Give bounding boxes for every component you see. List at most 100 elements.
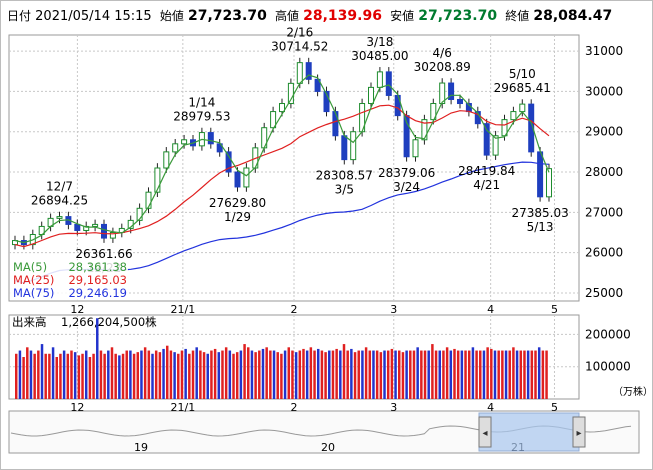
month-label: 21/1	[170, 303, 195, 316]
volume-bar	[460, 350, 464, 399]
candle-body	[56, 216, 63, 219]
volume-bar	[81, 353, 84, 399]
candle-body	[287, 82, 294, 105]
price-tick-label: 30000	[585, 84, 623, 98]
volume-bar	[467, 350, 471, 399]
volume-bar	[224, 347, 228, 399]
annotation-date: 3/18	[366, 35, 393, 49]
volume-bar	[283, 350, 287, 399]
candle-body	[92, 223, 99, 227]
volume-bar	[438, 350, 441, 399]
volume-bar	[213, 348, 217, 399]
volume-bar	[291, 350, 294, 399]
volume-bar	[136, 352, 140, 399]
annotation-value: 28979.53	[173, 110, 230, 124]
volume-bar	[177, 353, 180, 399]
ma-legend-value: 29,165.03	[68, 273, 127, 287]
volume-unit: （万株）	[613, 385, 652, 398]
annotation-value: 30208.89	[414, 60, 471, 74]
volume-bar	[353, 352, 357, 399]
volume-bar	[361, 350, 364, 399]
volume-bar	[173, 352, 176, 399]
candle-body	[537, 151, 544, 198]
annotation-date: 2/16	[286, 26, 313, 40]
month-label: 4	[487, 303, 494, 316]
annotation-value: 26361.66	[75, 247, 132, 261]
volume-bar	[70, 350, 73, 399]
low-label: 安値	[390, 9, 415, 23]
volume-bar	[372, 350, 375, 399]
volume-bar	[228, 350, 232, 399]
candle-body	[109, 231, 116, 239]
annotation-value: 26894.25	[31, 194, 88, 208]
volume-bar	[504, 350, 508, 399]
volume-bar	[169, 350, 173, 399]
volume-bar	[412, 350, 416, 399]
right-arrow-icon: ▸	[576, 428, 581, 439]
month-label: 2	[291, 401, 298, 414]
candle-body	[181, 139, 188, 145]
volume-bar	[464, 350, 467, 399]
ma-legend-value: 29,246.19	[68, 286, 127, 300]
volume-bar	[449, 350, 453, 399]
volume-bar	[280, 353, 283, 399]
navigator-left-handle	[478, 416, 492, 448]
volume-bar	[335, 348, 338, 399]
volume-bar	[364, 347, 368, 399]
volume-bar	[151, 353, 154, 399]
volume-bar	[199, 350, 202, 399]
volume-bar	[287, 347, 291, 399]
ma25-line	[14, 104, 550, 248]
volume-bar	[195, 347, 198, 399]
candle-body	[439, 82, 446, 105]
volume-bar	[475, 350, 478, 399]
volume-bar	[37, 350, 40, 399]
ma-legend-name: MA(75)	[13, 286, 54, 300]
price-tick-label: 27000	[585, 205, 623, 219]
candle-body	[154, 167, 161, 193]
volume-label: 出来高	[12, 315, 47, 329]
volume-bar	[191, 350, 195, 399]
volume-bar	[107, 350, 110, 399]
volume-bar	[339, 350, 342, 399]
volume-bar	[110, 347, 114, 399]
candle-body	[83, 225, 90, 231]
volume-bar	[96, 318, 99, 399]
volume-bar	[217, 352, 221, 399]
annotation-value: 27385.03	[511, 206, 568, 220]
volume-bar	[445, 347, 449, 399]
volume-bar	[368, 350, 372, 399]
annotation-value: 30714.52	[271, 40, 328, 54]
volume-bar	[235, 352, 239, 399]
candle-body	[323, 90, 330, 113]
candle-body	[457, 98, 463, 105]
price-tick-label: 25000	[585, 286, 623, 300]
volume-bar	[497, 350, 500, 399]
candle-body	[234, 171, 241, 188]
volume-bar	[232, 353, 235, 399]
volume-bar	[416, 347, 419, 399]
volume-bar	[383, 350, 386, 399]
candle-body	[136, 207, 143, 221]
volume-bar	[88, 357, 92, 399]
volume-bar	[490, 348, 493, 399]
volume-bar	[482, 350, 486, 399]
close-value: 28,084.47	[533, 8, 613, 24]
candle-body	[385, 71, 392, 96]
volume-bar	[471, 347, 475, 399]
volume-bar	[409, 350, 412, 399]
volume-bar	[180, 350, 184, 399]
volume-bar	[40, 344, 44, 399]
volume-bar	[453, 348, 456, 399]
volume-bar	[272, 350, 276, 399]
volume-bar	[165, 345, 169, 399]
candle-body	[225, 151, 232, 173]
candle-body	[510, 111, 517, 121]
volume-bar	[92, 353, 95, 399]
volume-bar	[210, 350, 213, 399]
volume-bar	[405, 350, 408, 399]
volume-bar	[508, 350, 511, 399]
volume-bar	[202, 352, 206, 399]
